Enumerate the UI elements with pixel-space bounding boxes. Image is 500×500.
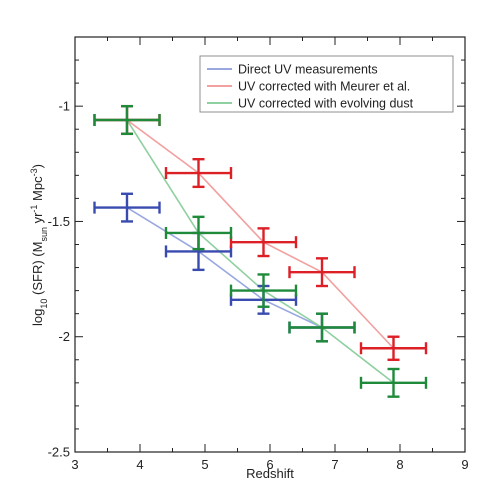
legend-label: UV corrected with Meurer et al.: [238, 80, 410, 94]
data-point: [229, 227, 298, 258]
data-point: [164, 215, 233, 251]
y-tick-label: -1.5: [48, 214, 70, 229]
y-label-mpc-sup: -3: [29, 168, 39, 176]
data-point: [359, 367, 428, 398]
x-tick-label: 7: [331, 457, 338, 472]
legend-label: Direct UV measurements: [238, 63, 378, 77]
y-label-close: ): [30, 164, 45, 168]
x-axis-label: Redshift: [246, 466, 294, 481]
data-point: [93, 104, 161, 136]
axis-ticks: 3 4 5 6 7 8 9 -2.5 -2 -1.5 -1: [48, 36, 469, 472]
y-tick-label: -2.5: [48, 445, 70, 460]
data-point: [288, 312, 356, 343]
y-axis-label: log10 (SFR) (Msun yr-1 Mpc-3): [29, 164, 49, 326]
legend-box: [199, 55, 454, 113]
error-bars: [93, 104, 428, 398]
y-label-yr-sup: -1: [29, 205, 39, 213]
y-tick-label: -2: [58, 329, 70, 344]
series-line: [126, 206, 323, 329]
y-tick-label: -1: [58, 99, 70, 114]
x-tick-label: 5: [201, 457, 208, 472]
legend-label: UV corrected with evolving dust: [238, 97, 414, 111]
x-tick-label: 6: [266, 457, 273, 472]
data-point: [93, 192, 161, 223]
data-point: [288, 257, 356, 288]
x-tick-label: 4: [136, 457, 143, 472]
y-label-yr: yr: [30, 212, 45, 227]
y-label-log: log: [30, 309, 45, 326]
x-tick-label: 3: [71, 457, 78, 472]
y-label-sun-sub: sun: [39, 227, 49, 242]
y-label-mpc: Mpc: [30, 176, 45, 205]
data-point: [359, 335, 428, 361]
x-tick-label: 9: [461, 457, 468, 472]
y-label-sfr: (SFR) (M: [30, 242, 45, 299]
y-label-log-sub: 10: [39, 299, 49, 309]
data-point: [164, 157, 233, 189]
x-tick-label: 8: [396, 457, 403, 472]
legend: Direct UV measurements UV corrected with …: [199, 55, 454, 113]
data-point: [229, 273, 298, 308]
